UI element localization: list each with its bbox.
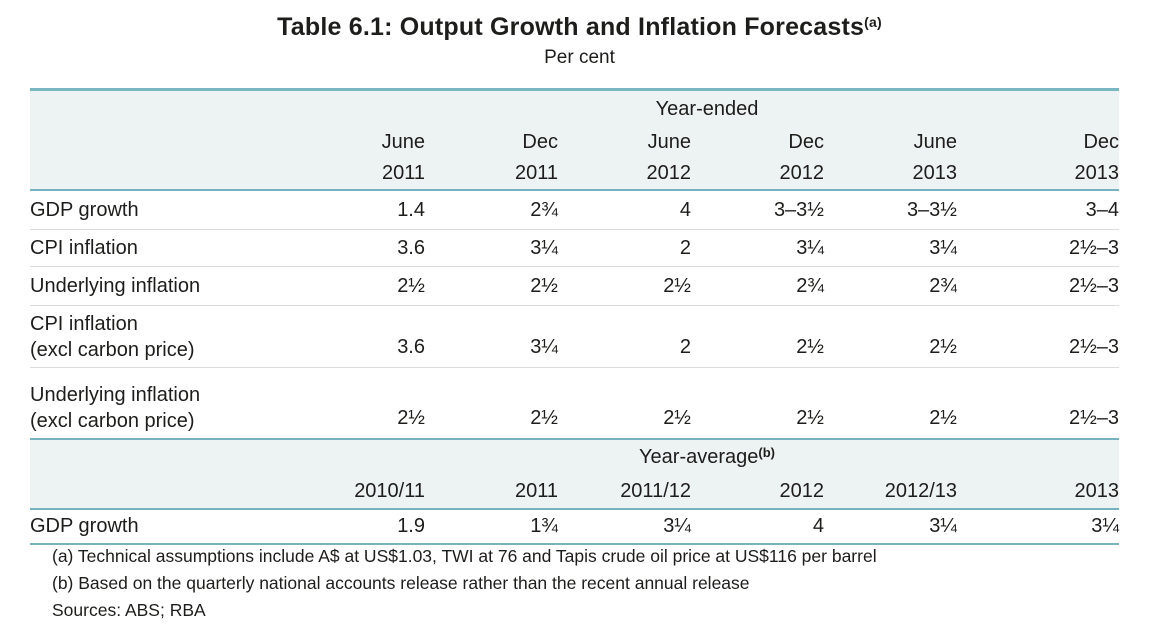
cell-value: 4 — [558, 190, 691, 230]
table-title-text: Table 6.1: Output Growth and Inflation F… — [277, 13, 865, 41]
row-label-line1: Underlying inflation — [30, 384, 201, 406]
column-header-year: 2013 — [957, 157, 1120, 191]
cell-value: 3¼ — [425, 305, 558, 368]
year-ended-header-row: Year-ended — [30, 88, 1120, 127]
cell-value: 1.4 — [295, 190, 425, 230]
cell-value: 3–3½ — [824, 190, 957, 230]
column-header-year: 2013 — [824, 157, 957, 191]
table-row-cpi-inflation-excl-carbon: CPI inflation (excl carbon price) 3.6 3¼… — [30, 305, 1120, 368]
column-header-year: 2010/11 — [295, 474, 425, 510]
table-row-underlying-inflation-excl-carbon: Underlying inflation (excl carbon price)… — [30, 368, 1119, 440]
column-header-year: 2012 — [558, 157, 691, 191]
row-label-line2: (excl carbon price) — [30, 410, 195, 432]
column-header-month: June — [913, 130, 957, 153]
cell-value: 3¼ — [691, 229, 824, 267]
cell-value: 1¾ — [425, 509, 558, 545]
cell-value: 3¼ — [824, 229, 957, 267]
column-header-month: Dec — [788, 130, 824, 153]
column-header-month: Dec — [1083, 130, 1120, 153]
table-row-gdp-growth-year-average: GDP growth 1.9 1¾ 3¼ 4 3¼ 3¼ — [30, 509, 1120, 545]
cell-value: 2½ — [663, 407, 691, 429]
header-spacer-cell — [30, 88, 295, 127]
year-average-year-row: 2010/11 2011 2011/12 2012 2012/13 2013 — [30, 474, 1120, 510]
column-header-year: 2012 — [691, 474, 824, 510]
row-label: GDP growth — [30, 509, 295, 545]
cell-value: 3¼ — [957, 509, 1120, 545]
column-header-month: June — [381, 130, 425, 153]
column-header-year: 2011/12 — [558, 474, 691, 510]
row-label: GDP growth — [30, 190, 295, 230]
row-label: Underlying inflation (excl carbon price) — [30, 368, 295, 440]
cell-value: 2¾ — [425, 190, 558, 230]
cell-value: 2½–3 — [957, 305, 1120, 368]
column-header-month: June — [647, 130, 691, 153]
column-header-year: 2011 — [295, 157, 425, 191]
cell-value: 2½ — [295, 266, 425, 306]
column-header-year: 2012 — [691, 157, 824, 191]
row-label-line1: CPI inflation — [30, 313, 138, 335]
cell-value: 2 — [558, 305, 691, 368]
column-header-year: 2012/13 — [824, 474, 957, 510]
table-title: Table 6.1: Output Growth and Inflation F… — [0, 13, 1159, 42]
cell-value: 3¼ — [425, 229, 558, 267]
footnote-a: (a) Technical assumptions include A$ at … — [52, 546, 877, 566]
cell-value: 2½–3 — [1068, 407, 1120, 429]
cell-value: 2½ — [691, 305, 824, 368]
row-label: Underlying inflation — [30, 266, 295, 306]
cell-value: 3.6 — [295, 305, 425, 368]
year-average-section-label: Year-average(b) — [295, 438, 1120, 474]
cell-value: 2 — [558, 229, 691, 267]
year-ended-section-label: Year-ended — [295, 88, 1120, 127]
cell-value: 2½ — [397, 407, 425, 429]
header-spacer-cell — [30, 438, 295, 474]
cell-value: 2½ — [824, 305, 957, 368]
table-row-gdp-growth: GDP growth 1.4 2¾ 4 3–3½ 3–3½ 3–4 — [30, 190, 1120, 230]
cell-value: 2½ — [558, 266, 691, 306]
cell-value: 2¾ — [691, 266, 824, 306]
footnotes: (a) Technical assumptions include A$ at … — [52, 543, 877, 624]
sources-line: Sources: ABS; RBA — [52, 600, 206, 620]
cell-value: 2½–3 — [957, 229, 1120, 267]
cell-value: 3–4 — [957, 190, 1120, 230]
row-label: CPI inflation (excl carbon price) — [30, 305, 295, 368]
column-header-month: Dec — [522, 130, 558, 153]
cell-value: 2½ — [796, 407, 824, 429]
table-subtitle: Per cent — [544, 47, 615, 68]
cell-value: 1.9 — [295, 509, 425, 545]
header-spacer-cell — [30, 157, 295, 191]
year-ended-year-row: 2011 2011 2012 2012 2013 2013 — [30, 157, 1120, 191]
cell-value: 3–3½ — [691, 190, 824, 230]
row-label: CPI inflation — [30, 229, 295, 267]
cell-value: 3¼ — [558, 509, 691, 545]
footnote-b: (b) Based on the quarterly national acco… — [52, 573, 750, 593]
cell-value: 3.6 — [295, 229, 425, 267]
cell-value: 2½ — [530, 407, 558, 429]
year-average-header-row: Year-average(b) — [30, 438, 1120, 474]
year-average-label-text: Year-average — [639, 445, 759, 468]
cell-value: 2½–3 — [957, 266, 1120, 306]
column-header-year: 2013 — [957, 474, 1120, 510]
cell-value: 2½ — [425, 266, 558, 306]
table-row-underlying-inflation: Underlying inflation 2½ 2½ 2½ 2¾ 2¾ 2½–3 — [30, 266, 1120, 306]
table-title-footnote-marker: (a) — [864, 14, 882, 30]
cell-value: 4 — [691, 509, 824, 545]
column-header-year: 2011 — [425, 474, 558, 510]
row-label-line2: (excl carbon price) — [30, 339, 195, 361]
forecast-table: Year-ended June Dec June Dec June Dec 20… — [30, 88, 1120, 545]
header-spacer-cell — [30, 127, 295, 157]
cell-value: 2½ — [929, 407, 957, 429]
column-header-year: 2011 — [425, 157, 558, 191]
cell-value: 3¼ — [824, 509, 957, 545]
header-spacer-cell — [30, 474, 295, 510]
cell-value: 2¾ — [824, 266, 957, 306]
year-average-footnote-marker: (b) — [758, 444, 775, 460]
year-ended-month-row: June Dec June Dec June Dec — [30, 127, 1120, 157]
table-row-cpi-inflation: CPI inflation 3.6 3¼ 2 3¼ 3¼ 2½–3 — [30, 229, 1120, 267]
